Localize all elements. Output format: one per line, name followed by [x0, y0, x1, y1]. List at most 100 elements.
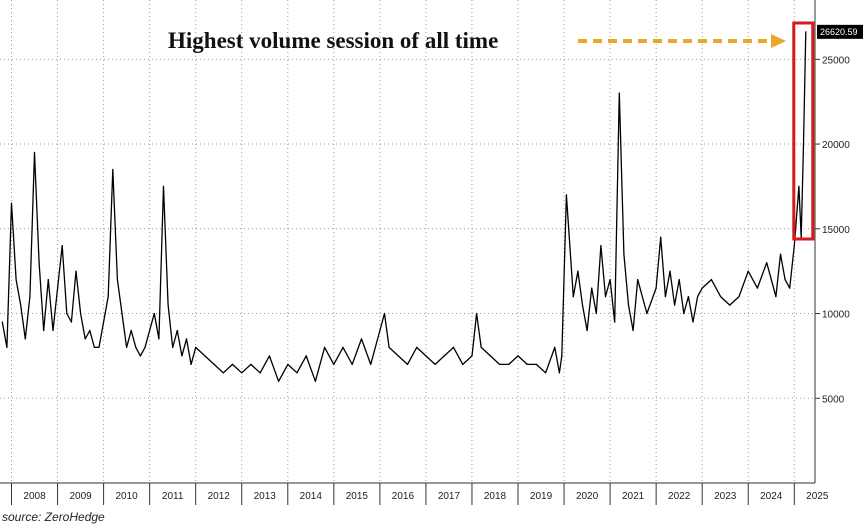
- data-point-1: [6, 346, 8, 348]
- data-point-18: [84, 338, 86, 340]
- highlight-box: [792, 21, 815, 241]
- data-point-69: [434, 363, 436, 365]
- data-point-52: [287, 363, 289, 365]
- data-point-76: [489, 355, 491, 357]
- y-tick-label-4: 25000: [822, 55, 850, 66]
- data-point-123: [775, 296, 777, 298]
- data-point-45: [222, 372, 224, 374]
- x-tick-label-8: 2016: [392, 491, 415, 502]
- series-layer: [1, 31, 807, 382]
- data-point-66: [406, 363, 409, 365]
- data-point-74: [476, 312, 478, 315]
- data-point-73: [471, 355, 473, 357]
- source-text: source: ZeroHedge: [2, 510, 105, 524]
- data-point-44: [213, 363, 215, 365]
- x-tick-label-16: 2024: [760, 491, 783, 502]
- data-point-55: [314, 380, 316, 382]
- data-point-0: [1, 321, 3, 323]
- data-point-61: [370, 363, 372, 365]
- x-tick-label-7: 2015: [346, 491, 369, 502]
- data-point-2: [10, 202, 13, 204]
- x-tick-label-4: 2012: [208, 491, 231, 502]
- data-point-62: [379, 329, 381, 332]
- y-tick-label-3: 20000: [822, 140, 850, 151]
- data-point-37: [172, 346, 174, 348]
- data-point-77: [499, 363, 501, 365]
- y-tick-label-1: 10000: [822, 310, 850, 321]
- data-point-86: [565, 194, 568, 196]
- data-point-57: [333, 363, 335, 365]
- data-point-113: [697, 296, 699, 298]
- data-point-4: [20, 304, 22, 306]
- data-point-124: [779, 253, 782, 255]
- data-point-82: [545, 372, 547, 374]
- data-point-41: [190, 363, 192, 365]
- data-point-7: [33, 151, 36, 154]
- data-point-97: [614, 321, 616, 323]
- data-point-65: [397, 355, 399, 357]
- data-point-68: [425, 355, 427, 357]
- data-point-35: [162, 185, 165, 187]
- data-point-12: [57, 287, 59, 289]
- data-point-96: [609, 279, 611, 281]
- data-point-93: [595, 312, 597, 315]
- data-point-36: [167, 304, 169, 306]
- data-point-121: [766, 262, 768, 264]
- data-point-89: [577, 270, 579, 272]
- axes: 5000 10000 15000 20000 25000 2008 2009 2010 2011…: [0, 0, 850, 505]
- x-tick-label-9: 2017: [438, 491, 461, 502]
- data-point-22: [103, 321, 105, 323]
- x-tick-label-6: 2014: [300, 491, 323, 502]
- y-tick-label-2: 15000: [822, 225, 850, 236]
- data-point-78: [508, 363, 510, 365]
- data-point-40: [185, 338, 188, 340]
- x-tick-label-13: 2021: [622, 491, 645, 502]
- data-point-8: [38, 262, 40, 264]
- x-tick-label-10: 2018: [484, 491, 507, 502]
- data-point-95: [604, 296, 607, 298]
- data-point-5: [24, 338, 26, 340]
- data-point-64: [388, 346, 390, 348]
- data-point-125: [784, 279, 786, 281]
- data-point-85: [561, 355, 563, 357]
- x-tick-label-17: 2025: [806, 491, 829, 502]
- data-point-103: [646, 312, 648, 315]
- data-point-28: [130, 329, 132, 332]
- data-point-88: [572, 296, 574, 298]
- data-point-17: [80, 312, 82, 315]
- data-point-100: [627, 304, 630, 306]
- data-point-53: [296, 372, 298, 374]
- data-point-98: [618, 92, 620, 94]
- data-point-59: [351, 363, 353, 365]
- y-tick-label-0: 5000: [822, 394, 845, 405]
- data-point-51: [278, 380, 280, 382]
- data-point-14: [66, 312, 68, 315]
- data-point-72: [462, 363, 464, 365]
- data-point-13: [61, 245, 63, 247]
- data-point-115: [710, 279, 713, 281]
- data-point-58: [342, 346, 344, 348]
- data-point-131: [805, 31, 807, 33]
- data-point-33: [153, 312, 155, 315]
- data-point-104: [655, 287, 657, 289]
- data-point-130: [802, 143, 805, 145]
- data-point-47: [241, 372, 243, 374]
- data-point-24: [112, 168, 114, 171]
- data-point-46: [231, 363, 234, 365]
- data-point-11: [52, 329, 54, 332]
- data-point-16: [75, 270, 77, 272]
- x-tick-label-0: 2008: [23, 491, 46, 502]
- x-tick-label-14: 2022: [668, 491, 691, 502]
- annotation-arrow-head: [771, 34, 786, 48]
- data-point-30: [139, 355, 141, 357]
- data-point-54: [305, 355, 307, 357]
- data-point-105: [660, 236, 662, 238]
- data-point-3: [15, 279, 17, 281]
- data-point-79: [517, 355, 519, 357]
- data-point-71: [452, 346, 455, 348]
- data-point-127: [793, 245, 795, 247]
- volume-series-line: [1, 31, 807, 382]
- x-tick-label-3: 2011: [162, 491, 184, 502]
